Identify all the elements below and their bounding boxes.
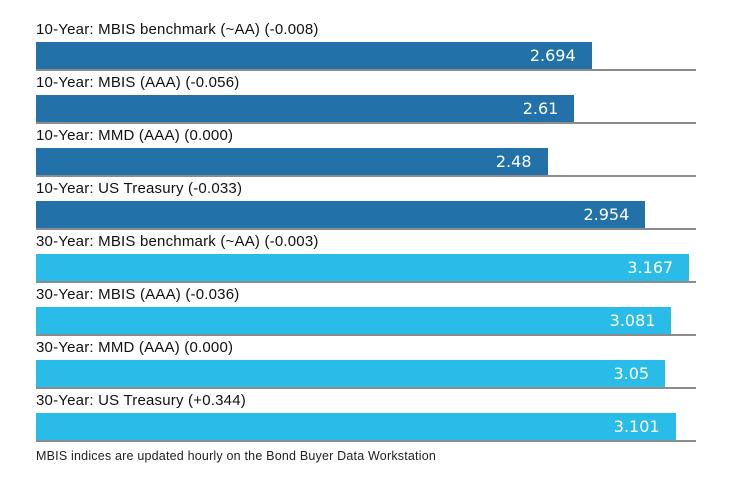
bar: 3.05 — [36, 360, 666, 387]
bar-track: 2.61 — [36, 95, 696, 124]
bar-row: 30-Year: MBIS benchmark (~AA) (-0.003) 3… — [36, 233, 696, 283]
bar: 2.694 — [36, 42, 592, 69]
bar: 2.954 — [36, 201, 646, 228]
bar-track: 2.694 — [36, 42, 696, 71]
bar-row: 10-Year: MBIS benchmark (~AA) (-0.008) 2… — [36, 21, 696, 71]
bar-label: 10-Year: MMD (AAA) (0.000) — [36, 127, 234, 144]
bar-row: 10-Year: MMD (AAA) (0.000) 2.48 — [36, 127, 696, 177]
bar-rows: 10-Year: MBIS benchmark (~AA) (-0.008) 2… — [36, 21, 696, 445]
bar-label: 30-Year: MBIS (AAA) (-0.036) — [36, 286, 240, 303]
bar-label: 10-Year: MBIS benchmark (~AA) (-0.008) — [36, 21, 319, 38]
bar-label: 30-Year: US Treasury (+0.344) — [36, 392, 246, 409]
bar-value: 3.101 — [613, 417, 660, 436]
bar: 3.081 — [36, 307, 672, 334]
bar-track: 3.05 — [36, 360, 696, 389]
chart-footnote: MBIS indices are updated hourly on the B… — [36, 449, 436, 463]
bar-label: 10-Year: US Treasury (-0.033) — [36, 180, 243, 197]
bar: 2.48 — [36, 148, 548, 175]
bar-label: 30-Year: MBIS benchmark (~AA) (-0.003) — [36, 233, 319, 250]
bar-label: 30-Year: MMD (AAA) (0.000) — [36, 339, 234, 356]
bar-value: 2.48 — [495, 152, 532, 171]
bar-value: 2.61 — [522, 99, 559, 118]
bar-row: 10-Year: MBIS (AAA) (-0.056) 2.61 — [36, 74, 696, 124]
bar-row: 30-Year: MBIS (AAA) (-0.036) 3.081 — [36, 286, 696, 336]
bar-value: 2.954 — [583, 205, 630, 224]
bar-value: 3.081 — [609, 311, 656, 330]
bar-track: 2.48 — [36, 148, 696, 177]
bar: 3.101 — [36, 413, 676, 440]
bar-track: 3.167 — [36, 254, 696, 283]
bar-value: 3.05 — [613, 364, 650, 383]
bar-value: 2.694 — [529, 46, 576, 65]
bar: 3.167 — [36, 254, 690, 281]
bar-value: 3.167 — [627, 258, 674, 277]
bar-label: 10-Year: MBIS (AAA) (-0.056) — [36, 74, 240, 91]
bar-track: 3.081 — [36, 307, 696, 336]
bar-row: 30-Year: MMD (AAA) (0.000) 3.05 — [36, 339, 696, 389]
bar-track: 2.954 — [36, 201, 696, 230]
bar-row: 10-Year: US Treasury (-0.033) 2.954 — [36, 180, 696, 230]
bar-row: 30-Year: US Treasury (+0.344) 3.101 — [36, 392, 696, 442]
bar: 2.61 — [36, 95, 575, 122]
bar-track: 3.101 — [36, 413, 696, 442]
